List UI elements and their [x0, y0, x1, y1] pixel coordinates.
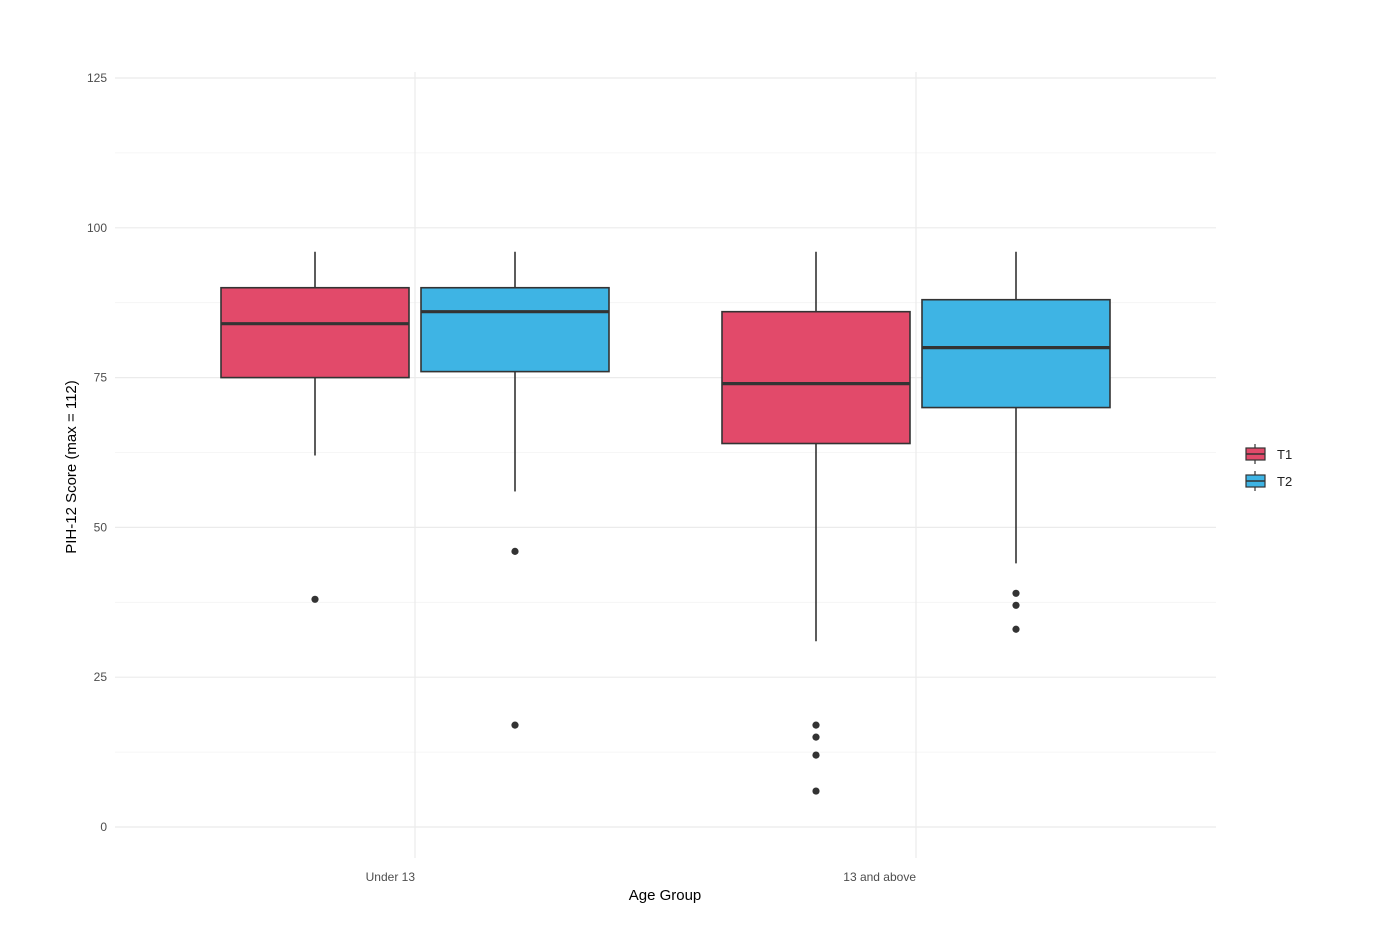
y-tick-label: 25 — [94, 670, 108, 684]
grid — [115, 72, 1216, 858]
outlier-point — [812, 787, 820, 795]
iqr-box — [921, 298, 1111, 409]
outlier-point — [812, 751, 820, 759]
y-tick-label: 100 — [87, 221, 107, 235]
boxes — [220, 251, 1111, 795]
iqr-box — [220, 286, 410, 379]
box-T2-1 — [921, 251, 1111, 633]
box-T1-1 — [721, 251, 911, 795]
outlier-point — [511, 547, 519, 555]
x-ticks: Under 13 13 and above — [366, 870, 917, 884]
y-tick-label: 75 — [94, 371, 108, 385]
x-tick-label: 13 and above — [843, 870, 916, 884]
iqr-box — [420, 286, 610, 373]
outlier-point — [311, 595, 319, 603]
legend: T1 T2 — [1245, 444, 1292, 491]
box-T2-0 — [420, 251, 610, 729]
y-axis-title: PIH-12 Score (max = 112) — [63, 380, 80, 554]
box-T1-0 — [220, 251, 410, 603]
legend-label: T2 — [1277, 474, 1292, 489]
outlier-point — [1012, 589, 1020, 597]
x-axis-title: Age Group — [629, 887, 702, 904]
legend-label: T1 — [1277, 447, 1292, 462]
x-tick-label: Under 13 — [366, 870, 416, 884]
y-tick-label: 125 — [87, 71, 107, 85]
y-ticks: 0 25 50 75 100 125 — [87, 71, 107, 834]
outlier-point — [812, 721, 820, 729]
outlier-point — [511, 721, 519, 729]
y-tick-label: 50 — [94, 520, 108, 534]
outlier-point — [1012, 601, 1020, 609]
y-tick-label: 0 — [100, 820, 107, 834]
iqr-box — [721, 310, 911, 445]
outlier-point — [1012, 625, 1020, 633]
outlier-point — [812, 733, 820, 741]
